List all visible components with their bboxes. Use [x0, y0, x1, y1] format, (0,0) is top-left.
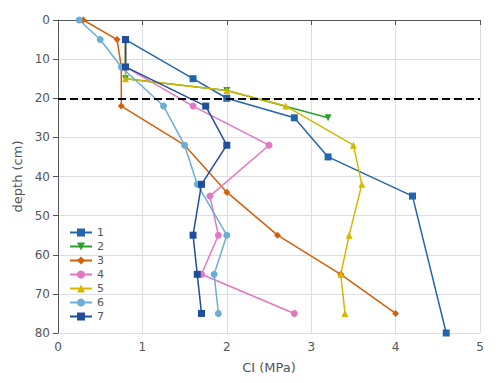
svg-text:7: 7: [97, 310, 104, 323]
svg-text:5: 5: [97, 282, 104, 295]
svg-text:3: 3: [97, 254, 104, 267]
svg-text:depth (cm): depth (cm): [10, 141, 25, 213]
svg-text:4: 4: [97, 268, 104, 281]
svg-text:20: 20: [35, 91, 50, 105]
svg-text:1: 1: [139, 340, 147, 354]
svg-text:70: 70: [35, 287, 50, 301]
svg-text:1: 1: [97, 226, 104, 239]
svg-text:5: 5: [476, 340, 484, 354]
svg-text:0: 0: [54, 340, 62, 354]
svg-text:60: 60: [35, 248, 50, 262]
svg-text:80: 80: [35, 326, 50, 340]
svg-text:4: 4: [392, 340, 400, 354]
svg-text:10: 10: [35, 52, 50, 66]
svg-text:50: 50: [35, 209, 50, 223]
svg-text:0: 0: [42, 13, 50, 27]
svg-text:2: 2: [223, 340, 231, 354]
svg-text:CI (MPa): CI (MPa): [242, 360, 296, 375]
svg-text:30: 30: [35, 130, 50, 144]
svg-text:40: 40: [35, 170, 50, 184]
svg-text:6: 6: [97, 296, 104, 309]
svg-text:3: 3: [307, 340, 315, 354]
svg-text:2: 2: [97, 240, 104, 253]
